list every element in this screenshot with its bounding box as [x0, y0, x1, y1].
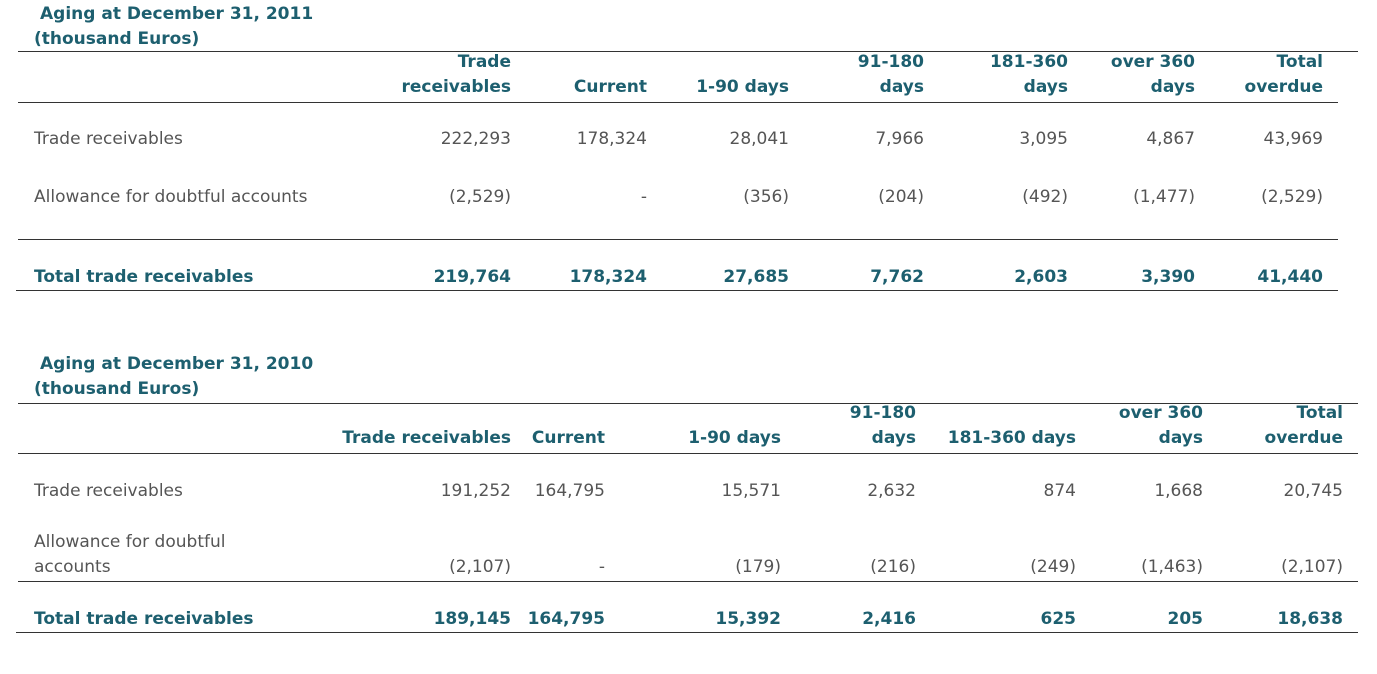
column-header: over 360 days	[1118, 403, 1203, 448]
row-label: Allowance for doubtful accounts	[34, 187, 308, 207]
rule	[18, 51, 1358, 52]
total-cell: 164,795	[527, 609, 605, 629]
total-cell: 205	[1167, 609, 1204, 629]
column-header: Trade receivables	[342, 428, 511, 448]
cell: 164,795	[534, 481, 605, 501]
total-cell: 41,440	[1257, 267, 1323, 287]
column-header: 181-360 days	[947, 428, 1076, 448]
cell: 43,969	[1263, 129, 1323, 149]
table-subtitle: (thousand Euros)	[34, 29, 200, 49]
cell: 191,252	[440, 481, 511, 501]
rule	[18, 239, 1338, 240]
column-header: over 360 days	[1110, 52, 1195, 97]
column-header: 181-360 days	[989, 52, 1068, 97]
total-cell: 178,324	[569, 267, 647, 287]
total-cell: 2,603	[1014, 267, 1068, 287]
rule	[18, 102, 1338, 103]
cell: (204)	[878, 187, 924, 207]
cell: (2,529)	[1261, 187, 1323, 207]
cell: (2,107)	[1281, 557, 1343, 577]
cell: (356)	[743, 187, 789, 207]
cell: 222,293	[440, 129, 511, 149]
cell: 15,571	[721, 481, 781, 501]
column-header: Total overdue	[1264, 403, 1343, 448]
table-title: Aging at December 31, 2010	[40, 354, 314, 374]
cell: 1,668	[1154, 481, 1203, 501]
total-cell: 27,685	[723, 267, 789, 287]
cell: 28,041	[729, 129, 789, 149]
column-header: 1-90 days	[688, 428, 781, 448]
cell: -	[598, 557, 605, 577]
row-label: Allowance for doubtful accounts	[34, 532, 226, 577]
cell: (2,529)	[449, 187, 511, 207]
total-cell: 18,638	[1277, 609, 1343, 629]
total-label: Total trade receivables	[34, 267, 254, 287]
column-header: Total overdue	[1244, 52, 1323, 97]
cell: (2,107)	[449, 557, 511, 577]
column-header: 91-180 days	[857, 52, 924, 97]
cell: (249)	[1030, 557, 1076, 577]
table-subtitle: (thousand Euros)	[34, 379, 200, 399]
rule	[18, 581, 1358, 582]
cell: 4,867	[1146, 129, 1195, 149]
cell: (1,463)	[1141, 557, 1203, 577]
column-header: 1-90 days	[696, 77, 789, 97]
cell: (492)	[1022, 187, 1068, 207]
cell: 178,324	[576, 129, 647, 149]
cell: -	[640, 187, 647, 207]
cell: 20,745	[1283, 481, 1343, 501]
column-header: Current	[573, 77, 647, 97]
rule	[16, 632, 1358, 633]
total-cell: 219,764	[433, 267, 511, 287]
total-cell: 2,416	[862, 609, 916, 629]
cell: (179)	[735, 557, 781, 577]
column-header: Trade receivables	[401, 52, 511, 97]
total-cell: 3,390	[1141, 267, 1195, 287]
total-cell: 625	[1040, 609, 1077, 629]
column-header: 91-180 days	[849, 403, 916, 448]
cell: 3,095	[1019, 129, 1068, 149]
cell: 7,966	[875, 129, 924, 149]
total-cell: 189,145	[433, 609, 511, 629]
rule	[16, 290, 1338, 291]
rule	[18, 403, 1358, 404]
cell: 874	[1043, 481, 1076, 501]
cell: (1,477)	[1133, 187, 1195, 207]
cell: (216)	[870, 557, 916, 577]
total-cell: 7,762	[870, 267, 924, 287]
row-label: Trade receivables	[34, 481, 183, 501]
total-label: Total trade receivables	[34, 609, 254, 629]
column-header: Current	[531, 428, 605, 448]
row-label: Trade receivables	[34, 129, 183, 149]
rule	[18, 453, 1358, 454]
cell: 2,632	[867, 481, 916, 501]
total-cell: 15,392	[715, 609, 781, 629]
table-title: Aging at December 31, 2011	[40, 4, 314, 24]
